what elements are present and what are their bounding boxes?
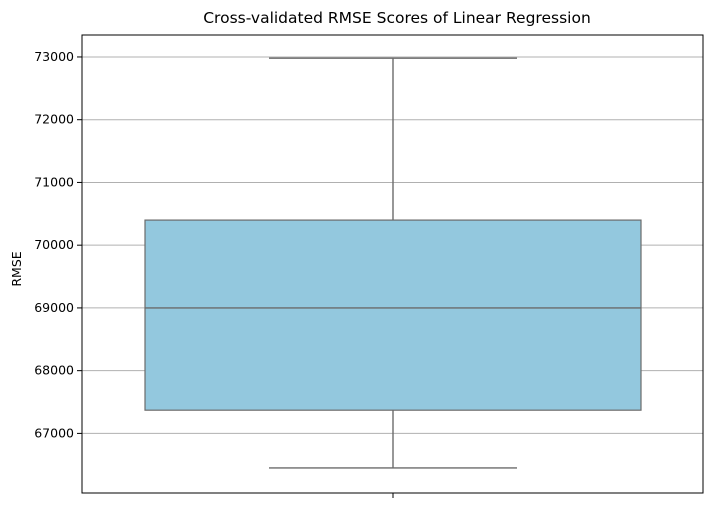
y-tick-label: 73000 <box>34 49 74 64</box>
chart-title: Cross-validated RMSE Scores of Linear Re… <box>203 9 591 27</box>
y-tick-label: 67000 <box>34 425 74 440</box>
axis-layer: 67000 68000 69000 70000 71000 72000 73000 <box>34 34 704 498</box>
y-axis-label: RMSE <box>9 251 24 286</box>
y-tick-label: 70000 <box>34 237 74 252</box>
interquartile-box <box>144 219 642 411</box>
box-layer <box>144 57 642 469</box>
y-tick-label: 71000 <box>34 174 74 189</box>
y-tick-label: 68000 <box>34 363 74 378</box>
y-tick-label: 69000 <box>34 300 74 315</box>
y-tick-label: 72000 <box>34 112 74 127</box>
